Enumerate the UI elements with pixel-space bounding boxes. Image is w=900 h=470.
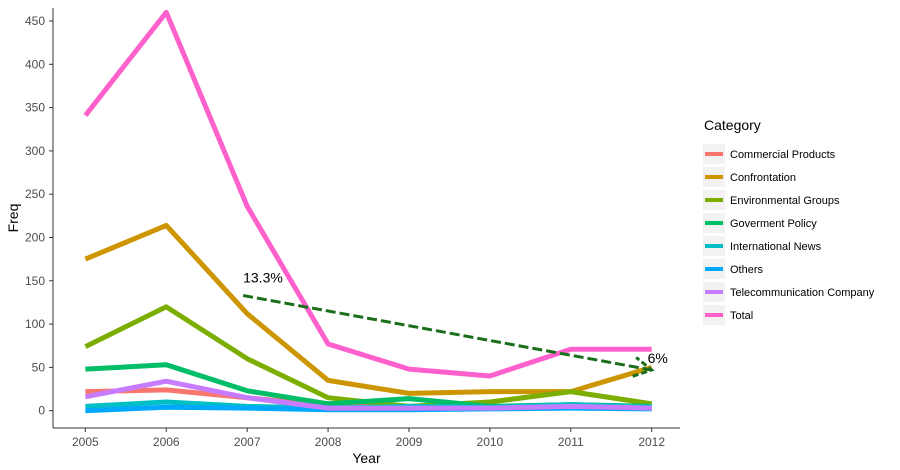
y-axis-title: Freq [5,204,21,233]
y-tick-label: 250 [25,187,45,201]
y-tick-label: 100 [25,317,45,331]
legend-label-total: Total [730,310,753,322]
legend-label-environmental-groups: Environmental Groups [730,195,840,207]
legend-label-confrontation: Confrontation [730,172,796,184]
series-line-total [83,9,652,379]
legend-label-others: Others [730,264,764,276]
x-tick-label: 2010 [477,435,504,449]
legend-label-commercial-products: Commercial Products [730,149,836,161]
x-axis-title: Year [352,450,381,466]
y-tick-label: 350 [25,101,45,115]
x-tick-label: 2012 [638,435,665,449]
trend-arrow-head [632,356,655,378]
legend-label-international-news: International News [730,241,822,253]
x-tick-label: 2006 [153,435,180,449]
x-tick-label: 2008 [315,435,342,449]
legend-title: Category [704,117,761,133]
y-tick-label: 150 [25,274,45,288]
annotation-label-0: 13.3% [243,270,283,286]
x-tick-label: 2011 [558,435,584,449]
y-tick-label: 0 [38,404,45,418]
annotation-label-1: 6% [648,350,668,366]
y-tick-label: 200 [25,230,45,244]
legend-label-goverment-policy: Goverment Policy [730,218,817,230]
x-tick-label: 2005 [72,435,99,449]
y-tick-label: 300 [25,144,45,158]
legend-label-telecommunication-company: Telecommunication Company [730,287,875,299]
series-line-telecommunication-company [84,378,652,411]
x-tick-label: 2007 [234,435,261,449]
y-tick-label: 450 [25,14,45,28]
y-tick-label: 400 [25,57,45,71]
x-tick-label: 2009 [396,435,423,449]
y-tick-label: 50 [32,360,46,374]
